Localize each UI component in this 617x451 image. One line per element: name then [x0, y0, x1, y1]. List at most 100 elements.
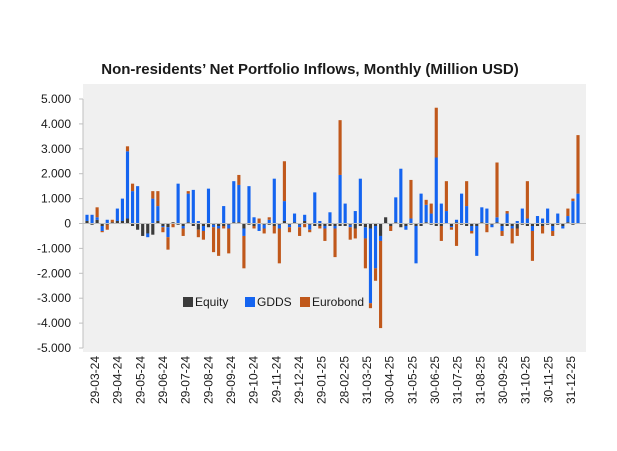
bar-gdds	[520, 208, 524, 224]
y-tick-label: -5.000	[37, 341, 71, 355]
bar-gdds	[136, 186, 140, 224]
y-tick-label: -1.000	[37, 241, 71, 255]
bar-equity	[211, 223, 216, 225]
bar-equity	[267, 223, 271, 225]
x-axis: 29-03-24 29-04-24 29-05-24 29-06-24 29-07-24…	[88, 356, 578, 404]
bar-equity	[136, 223, 140, 230]
bar-eurobond	[338, 120, 342, 175]
bar-eurobond	[470, 230, 474, 234]
bar-equity	[90, 223, 94, 225]
bar-equity	[500, 223, 504, 226]
bar-gdds	[505, 213, 509, 224]
bar-gdds	[115, 208, 119, 222]
bar-gdds	[262, 224, 266, 229]
bar-gdds	[120, 198, 124, 222]
bar-eurobond	[541, 225, 545, 234]
bar-gdds	[460, 193, 464, 224]
bar-equity	[237, 222, 241, 224]
bar-eurobond	[318, 225, 322, 229]
bar-equity	[105, 223, 109, 225]
bar-equity	[379, 223, 383, 236]
x-tick-label: 30-04-25	[383, 356, 397, 404]
bar-equity	[353, 223, 357, 229]
bar-equity	[287, 223, 292, 225]
y-tick-label: -2.000	[37, 266, 71, 280]
bar-equity	[166, 223, 170, 228]
bar-equity	[247, 223, 251, 225]
bar-gdds	[277, 224, 281, 229]
bar-gdds	[535, 216, 540, 224]
bar-gdds	[368, 228, 373, 304]
bar-gdds	[242, 228, 246, 236]
bar-eurobond	[429, 203, 433, 214]
bar-equity	[561, 223, 565, 226]
bar-eurobond	[282, 161, 286, 202]
bar-gdds	[257, 223, 261, 231]
bar-equity	[151, 223, 155, 235]
bar-gdds	[495, 217, 499, 223]
bar-equity	[399, 223, 403, 228]
legend: Equity GDDS Eurobond	[183, 295, 364, 309]
bar-equity	[348, 223, 352, 225]
bar-eurobond	[368, 303, 373, 309]
bar-equity	[333, 223, 337, 226]
bar-gdds	[379, 235, 383, 241]
bar-gdds	[500, 225, 504, 231]
bar-eurobond	[110, 219, 114, 223]
bar-equity	[110, 222, 114, 224]
bar-equity	[368, 223, 373, 229]
bar-eurobond	[363, 238, 367, 269]
bar-gdds	[287, 224, 292, 228]
bar-eurobond	[262, 228, 266, 234]
bar-equity	[394, 222, 398, 224]
bar-gdds	[571, 201, 575, 224]
bar-eurobond	[308, 229, 312, 233]
bar-gdds	[541, 218, 545, 224]
bar-eurobond	[566, 208, 570, 217]
bar-gdds	[105, 219, 109, 224]
bar-eurobond	[95, 207, 99, 218]
bar-eurobond	[389, 225, 393, 231]
bar-gdds	[434, 157, 438, 224]
bar-eurobond	[303, 223, 307, 228]
bar-gdds	[318, 221, 322, 224]
bar-eurobond	[505, 211, 509, 214]
bar-equity	[541, 223, 545, 226]
bar-eurobond	[186, 191, 190, 194]
bar-eurobond	[409, 179, 413, 219]
bar-gdds	[480, 207, 484, 223]
bar-equity	[201, 223, 205, 226]
bar-eurobond	[222, 225, 226, 229]
bar-eurobond	[373, 268, 378, 281]
bar-gdds	[292, 213, 297, 223]
y-tick-label: 3.000	[41, 142, 71, 156]
x-tick-label: 29-04-24	[111, 356, 125, 404]
legend-equity: Equity	[195, 295, 228, 309]
x-tick-label: 30-09-25	[496, 356, 510, 404]
bar-gdds	[515, 221, 519, 224]
bar-equity	[571, 223, 575, 225]
bar-gdds	[449, 225, 454, 228]
legend-swatch-equity	[183, 297, 193, 307]
bar-equity	[510, 223, 514, 226]
legend-swatch-eurobond	[300, 297, 310, 307]
bar-equity	[535, 223, 540, 226]
bar-equity	[373, 223, 378, 226]
bar-equity	[206, 223, 211, 228]
bar-eurobond	[171, 223, 175, 228]
bar-eurobond	[298, 227, 302, 236]
x-tick-label: 28-02-25	[337, 356, 351, 404]
bar-gdds	[444, 211, 448, 224]
bar-eurobond	[196, 229, 200, 238]
bar-gdds	[232, 181, 236, 223]
bar-gdds	[161, 225, 165, 228]
bar-eurobond	[217, 228, 221, 256]
bar-gdds	[217, 225, 221, 229]
bar-equity	[277, 223, 281, 225]
bar-equity	[495, 222, 499, 224]
bar-eurobond	[551, 230, 555, 236]
bar-gdds	[90, 214, 94, 224]
bar-gdds	[186, 193, 190, 223]
x-tick-label: 29-07-24	[179, 356, 193, 404]
x-tick-label: 31-07-25	[451, 356, 465, 404]
